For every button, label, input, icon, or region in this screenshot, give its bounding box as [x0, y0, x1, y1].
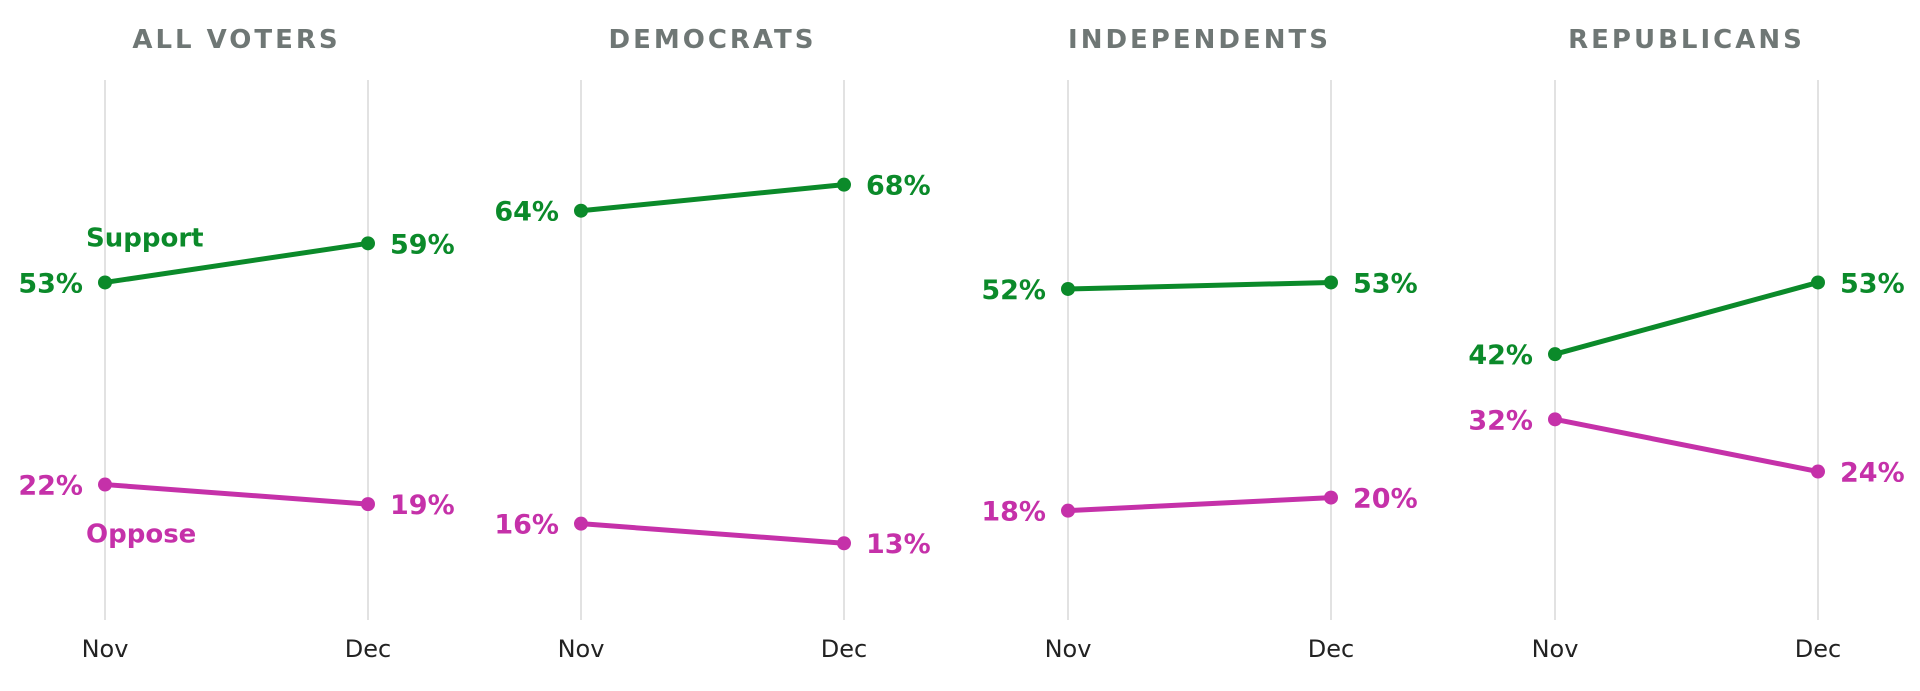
support-point — [1061, 281, 1075, 296]
support-series-line — [578, 182, 847, 214]
support-series-line — [102, 240, 371, 285]
support-series-line — [1065, 279, 1334, 292]
oppose-value-label: 24% — [1840, 458, 1905, 489]
oppose-series-line — [578, 521, 847, 546]
support-value-label: 68% — [866, 171, 931, 202]
oppose-series-line — [1065, 495, 1334, 514]
oppose-point — [574, 516, 588, 531]
x-tick-label: Nov — [1532, 635, 1579, 663]
panel-title: ALL VOTERS — [132, 25, 340, 55]
panel-all-voters: ALL VOTERS Nov Dec 53% 59% Support 22% 19% Oppos… — [18, 25, 454, 663]
x-tick-label: Nov — [558, 635, 605, 663]
support-point — [1324, 275, 1338, 290]
oppose-value-label: 16% — [494, 510, 559, 541]
support-point — [1811, 275, 1825, 290]
support-value-label: 42% — [1468, 340, 1533, 371]
x-tick-label: Dec — [1308, 635, 1354, 663]
support-value-label: 64% — [494, 197, 559, 228]
x-tick-label: Dec — [345, 635, 391, 663]
panel-independents: INDEPENDENTS Nov Dec 52% 53% 18% 20% — [981, 25, 1417, 663]
x-tick-label: Nov — [1045, 635, 1092, 663]
oppose-point — [98, 477, 112, 492]
panel-title: DEMOCRATS — [609, 25, 817, 55]
oppose-point — [1811, 464, 1825, 479]
support-value-label: 59% — [390, 229, 455, 260]
oppose-point — [1061, 503, 1075, 518]
support-value-label: 53% — [1840, 268, 1905, 299]
oppose-point — [837, 536, 851, 551]
panel-title: REPUBLICANS — [1568, 25, 1805, 55]
support-series-name: Support — [86, 223, 204, 253]
oppose-value-label: 32% — [1468, 405, 1533, 436]
oppose-point — [1324, 490, 1338, 505]
x-tick-label: Nov — [82, 635, 129, 663]
oppose-series-line — [1552, 416, 1821, 475]
oppose-value-label: 13% — [866, 529, 931, 560]
support-series-line — [1552, 279, 1821, 357]
support-point — [361, 236, 375, 251]
oppose-series-name: Oppose — [86, 520, 196, 550]
oppose-series-line — [102, 482, 371, 507]
support-value-label: 53% — [1353, 268, 1418, 299]
support-value-label: 53% — [18, 268, 83, 299]
oppose-value-label: 19% — [390, 490, 455, 521]
x-tick-label: Dec — [1795, 635, 1841, 663]
support-point — [1548, 347, 1562, 362]
support-point — [98, 275, 112, 290]
panel-republicans: REPUBLICANS Nov Dec 42% 53% 32% 24% — [1468, 25, 1904, 663]
oppose-value-label: 18% — [981, 497, 1046, 528]
oppose-point — [361, 497, 375, 512]
support-value-label: 52% — [981, 275, 1046, 306]
oppose-point — [1548, 412, 1562, 427]
oppose-value-label: 20% — [1353, 484, 1418, 515]
panel-democrats: DEMOCRATS Nov Dec 64% 68% 16% 13% — [494, 25, 930, 663]
support-point — [837, 177, 851, 192]
x-tick-label: Dec — [821, 635, 867, 663]
panel-title: INDEPENDENTS — [1068, 25, 1331, 55]
oppose-value-label: 22% — [18, 471, 83, 502]
support-point — [574, 203, 588, 218]
